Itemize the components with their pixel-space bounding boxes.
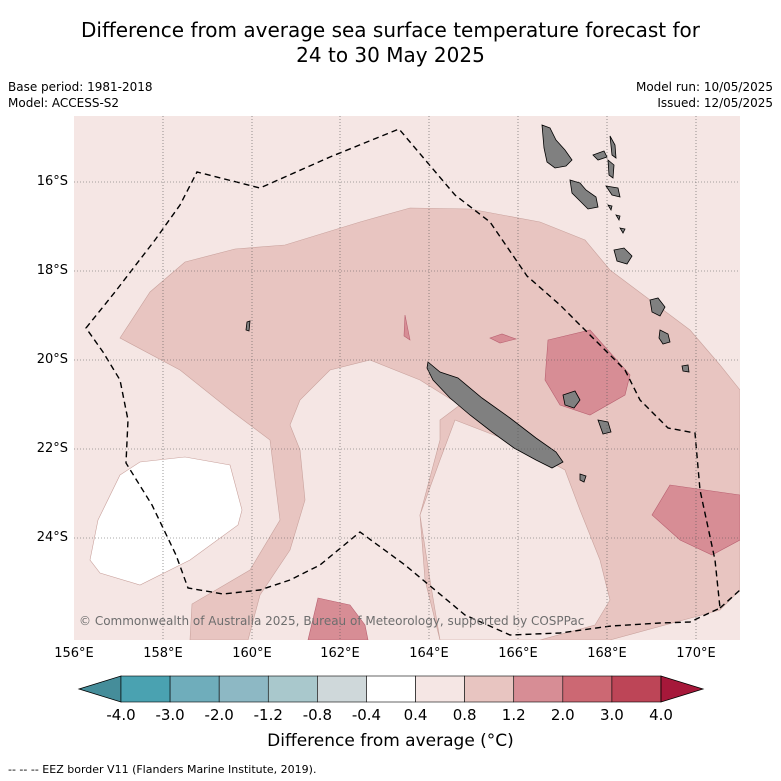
base-period-text: Base period: 1981-2018 <box>8 80 153 94</box>
meta-left: Base period: 1981-2018 Model: ACCESS-S2 <box>8 79 153 111</box>
lon-label-166e: 166°E <box>498 646 538 661</box>
colorbar-tick-label: 3.0 <box>599 706 624 724</box>
meta-right: Model run: 10/05/2025 Issued: 12/05/2025 <box>636 79 773 111</box>
eez-border-east <box>719 589 740 609</box>
lat-label-22s: 22°S <box>36 441 68 456</box>
map-area <box>74 116 740 640</box>
colorbar-tick-label: 0.4 <box>403 706 428 724</box>
colorbar-tick-label: -0.8 <box>302 706 332 724</box>
colorbar-tick-label: -4.0 <box>106 706 136 724</box>
title-line-2: 24 to 30 May 2025 <box>296 43 485 67</box>
anomaly-zone-neutral <box>89 456 243 586</box>
colorbar-tick-label: 0.8 <box>452 706 477 724</box>
colorbar-tick-label: -0.4 <box>351 706 382 724</box>
colorbar-tick-label: -3.0 <box>155 706 185 724</box>
lon-label-160e: 160°E <box>232 646 272 661</box>
colorbar <box>77 675 705 703</box>
small-islets-land <box>245 204 626 332</box>
colorbar-swatch <box>218 675 269 703</box>
lat-label-16s: 16°S <box>36 174 68 189</box>
colorbar-swatch <box>120 675 171 703</box>
lon-label-164e: 164°E <box>409 646 449 661</box>
colorbar-swatch <box>267 675 318 703</box>
lon-label-168e: 168°E <box>587 646 627 661</box>
colorbar-title: Difference from average (°C) <box>267 731 514 751</box>
colorbar-swatch <box>415 675 465 703</box>
colorbar-swatch <box>611 675 662 703</box>
lat-label-18s: 18°S <box>36 263 68 278</box>
lat-label-20s: 20°S <box>36 352 68 367</box>
lat-label-24s: 24°S <box>36 530 68 545</box>
anomaly-zone-1-2-to-2-0-small-b <box>403 314 411 341</box>
copyright-text: © Commonwealth of Australia 2025, Bureau… <box>79 614 585 628</box>
lon-label-170e: 170°E <box>676 646 716 661</box>
lon-label-156e: 156°E <box>54 646 94 661</box>
anomaly-zone-1-2-to-2-0-southeast <box>651 484 740 556</box>
colorbar-tick-label: -1.2 <box>253 706 283 724</box>
lon-label-158e: 158°E <box>143 646 183 661</box>
colorbar-swatch <box>317 675 367 703</box>
colorbar-swatch <box>366 675 416 703</box>
colorbar-tick-label: 1.2 <box>501 706 526 724</box>
colorbar-swatch <box>562 675 613 703</box>
title-line-1: Difference from average sea surface temp… <box>80 18 700 42</box>
issued-text: Issued: 12/05/2025 <box>657 96 773 110</box>
model-run-text: Model run: 10/05/2025 <box>635 80 773 94</box>
chart-title: Difference from average sea surface temp… <box>0 18 781 68</box>
new-caledonia-land <box>426 361 564 469</box>
colorbar-tick-label: 4.0 <box>649 706 673 724</box>
colorbar-extend-low <box>77 675 122 703</box>
vanuatu-central-land <box>569 159 621 210</box>
land-masses <box>245 124 690 483</box>
vanuatu-north-land <box>541 124 617 169</box>
anomaly-zone-1-2-to-2-0-south <box>307 597 369 640</box>
anomaly-zone-1-2-to-2-0-small-a <box>489 333 518 344</box>
colorbar-swatch <box>513 675 564 703</box>
colorbar-swatch <box>464 675 515 703</box>
eez-border <box>85 128 721 636</box>
map-gridlines <box>74 116 740 640</box>
lon-label-162e: 162°E <box>320 646 360 661</box>
colorbar-tick-label: -2.0 <box>204 706 234 724</box>
colorbar-extend-high <box>660 675 705 703</box>
eez-legend-note: -- -- -- EEZ border V11 (Flanders Marine… <box>8 763 317 776</box>
anomaly-zone-0-4-to-0-8-inner <box>419 419 611 640</box>
vanuatu-south-land <box>613 247 690 373</box>
loyalty-islands-land <box>562 390 612 483</box>
colorbar-tick-label: 2.0 <box>550 706 575 724</box>
model-text: Model: ACCESS-S2 <box>8 96 120 110</box>
colorbar-swatch <box>169 675 220 703</box>
